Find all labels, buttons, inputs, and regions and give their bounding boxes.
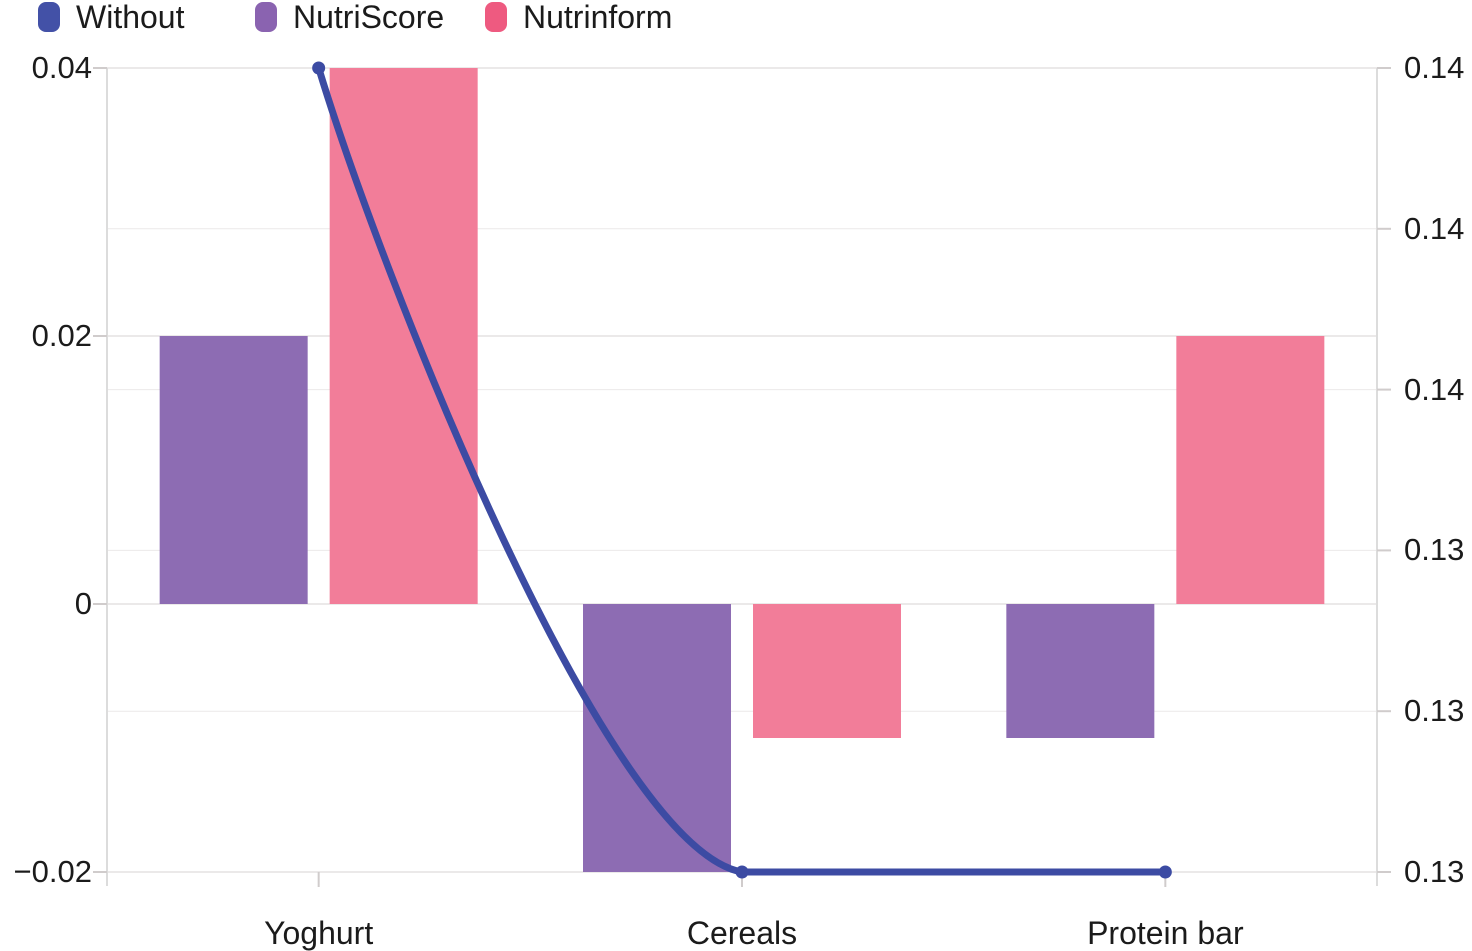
- right-axis-label: 0.14: [1404, 50, 1465, 85]
- category-label-protein-bar: Protein bar: [1087, 915, 1244, 951]
- legend-item-without: Without: [38, 0, 184, 34]
- bar-nutrinform-cereals: [753, 604, 901, 738]
- right-axis-label: 0.13: [1404, 693, 1465, 729]
- left-axis-label: −0.02: [13, 854, 92, 889]
- right-axis-label: 0.13: [1404, 854, 1465, 889]
- line-marker-yoghurt: [312, 61, 326, 75]
- legend-label-nutrinform: Nutrinform: [523, 0, 673, 35]
- legend-marker-nutriscore: [255, 2, 277, 32]
- bar-nutriscore-protein-bar: [1006, 604, 1155, 738]
- legend: Without NutriScore Nutrinform: [0, 0, 1472, 36]
- line-marker-cereals: [735, 865, 749, 879]
- category-label-cereals: Cereals: [686, 915, 798, 951]
- legend-item-nutrinform: Nutrinform: [485, 0, 672, 34]
- line-marker-protein-bar: [1158, 865, 1172, 879]
- category-label-yoghurt: Yoghurt: [264, 915, 374, 951]
- bar-nutrinform-yoghurt: [329, 68, 478, 604]
- bar-nutrinform-protein-bar: [1176, 336, 1325, 604]
- right-axis-label: 0.14: [1404, 210, 1465, 246]
- left-axis-label: 0.04: [31, 50, 92, 85]
- line-series-without: [315, 64, 1169, 876]
- legend-label-nutriscore: NutriScore: [293, 0, 445, 35]
- legend-label-without: Without: [76, 0, 185, 35]
- left-axis-label: 0.02: [31, 318, 92, 353]
- left-axis-label: 0: [74, 586, 92, 621]
- bar-nutriscore-cereals: [583, 604, 731, 872]
- legend-item-nutriscore: NutriScore: [255, 0, 444, 34]
- right-axis-label: 0.14: [1404, 371, 1465, 407]
- bar-nutriscore-yoghurt: [159, 336, 308, 604]
- legend-marker-without: [38, 2, 60, 32]
- right-axis-label: 0.13: [1404, 532, 1465, 568]
- legend-marker-nutrinform: [485, 2, 507, 32]
